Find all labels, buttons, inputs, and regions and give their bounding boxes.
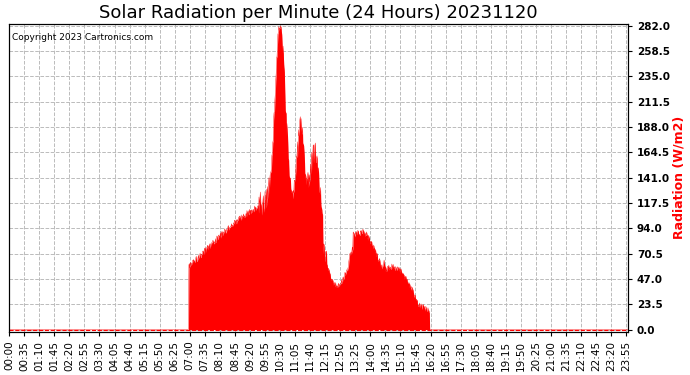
- Y-axis label: Radiation (W/m2): Radiation (W/m2): [673, 116, 686, 239]
- Title: Solar Radiation per Minute (24 Hours) 20231120: Solar Radiation per Minute (24 Hours) 20…: [99, 4, 538, 22]
- Text: Copyright 2023 Cartronics.com: Copyright 2023 Cartronics.com: [12, 33, 153, 42]
